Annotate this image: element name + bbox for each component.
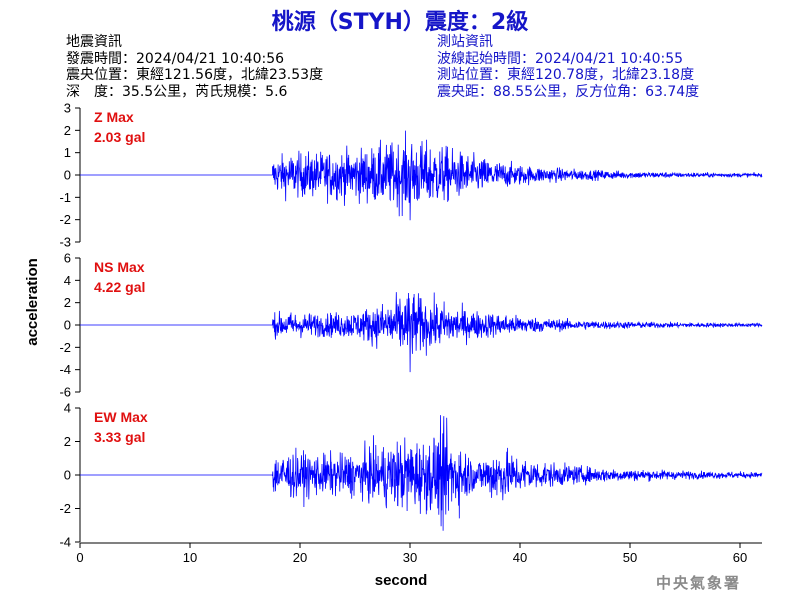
- panel-2-y-tick-label: -2: [59, 340, 71, 355]
- panel-2-trace: [80, 292, 763, 373]
- x-tick-label: 50: [623, 550, 637, 565]
- panel-2-component-label: NS Max: [94, 259, 145, 275]
- panel-3-y-tick-label: -2: [59, 501, 71, 516]
- agency-label: 中央氣象署: [656, 574, 742, 592]
- origin-time: 發震時間：2024/04/21 10:40:56: [66, 50, 285, 67]
- panel-2-y-tick-label: 4: [64, 273, 71, 288]
- panel-1-y-tick-label: 0: [64, 168, 71, 183]
- x-tick-label: 20: [293, 550, 307, 565]
- panel-1-y-tick-label: 1: [64, 145, 71, 160]
- panel-3-max-value: 3.33 gal: [94, 429, 145, 445]
- x-tick-label: 60: [733, 550, 747, 565]
- panel-3-trace: [80, 415, 763, 531]
- panel-1-y-tick-label: -2: [59, 212, 71, 227]
- panel-3-component-label: EW Max: [94, 409, 148, 425]
- x-tick-label: 0: [76, 550, 83, 565]
- x-tick-label: 30: [403, 550, 417, 565]
- panel-3-y-tick-label: -4: [59, 535, 71, 550]
- panel-1-component-label: Z Max: [94, 109, 134, 125]
- x-tick-label: 40: [513, 550, 527, 565]
- panel-3-y-tick-label: 2: [64, 434, 71, 449]
- panel-3-y-tick-label: 0: [64, 468, 71, 483]
- depth-magnitude: 深 度：35.5公里，芮氏規模：5.6: [66, 83, 288, 100]
- station-info-heading: 測站資訊: [437, 34, 493, 50]
- panel-2-y-tick-label: -4: [59, 362, 71, 377]
- station-info: 測站資訊 波線起始時間：2024/04/21 10:40:55 測站位置：東經1…: [437, 34, 699, 100]
- y-axis-label: acceleration: [24, 258, 41, 346]
- panel-2-y-tick-label: 2: [64, 295, 71, 310]
- earthquake-info-heading: 地震資訊: [66, 34, 122, 50]
- panel-1-y-tick-label: -1: [59, 190, 71, 205]
- panel-2-y-tick-label: -6: [59, 385, 71, 400]
- panel-2-y-tick-label: 0: [64, 318, 71, 333]
- station-location: 測站位置：東經120.78度，北緯23.18度: [437, 67, 695, 83]
- x-axis-label: second: [375, 572, 428, 589]
- earthquake-info: 地震資訊 發震時間：2024/04/21 10:40:56 震央位置：東經121…: [66, 34, 323, 100]
- panel-3-y-tick-label: 4: [64, 401, 71, 416]
- panel-1-y-tick-label: -3: [59, 235, 71, 250]
- wave-onset-time: 波線起始時間：2024/04/21 10:40:55: [437, 50, 684, 67]
- panel-1-y-tick-label: 2: [64, 123, 71, 138]
- panel-1-max-value: 2.03 gal: [94, 129, 145, 145]
- epicenter-location: 震央位置：東經121.56度，北緯23.53度: [66, 67, 324, 83]
- panel-1-trace: [80, 130, 763, 221]
- panel-1-y-tick-label: 3: [64, 101, 71, 116]
- chart-title: 桃源（STYH）震度：2級: [271, 10, 529, 35]
- panel-2-max-value: 4.22 gal: [94, 279, 145, 295]
- x-tick-label: 10: [183, 550, 197, 565]
- panel-2-y-tick-label: 6: [64, 251, 71, 266]
- distance-azimuth: 震央距：88.55公里，反方位角：63.74度: [437, 83, 700, 100]
